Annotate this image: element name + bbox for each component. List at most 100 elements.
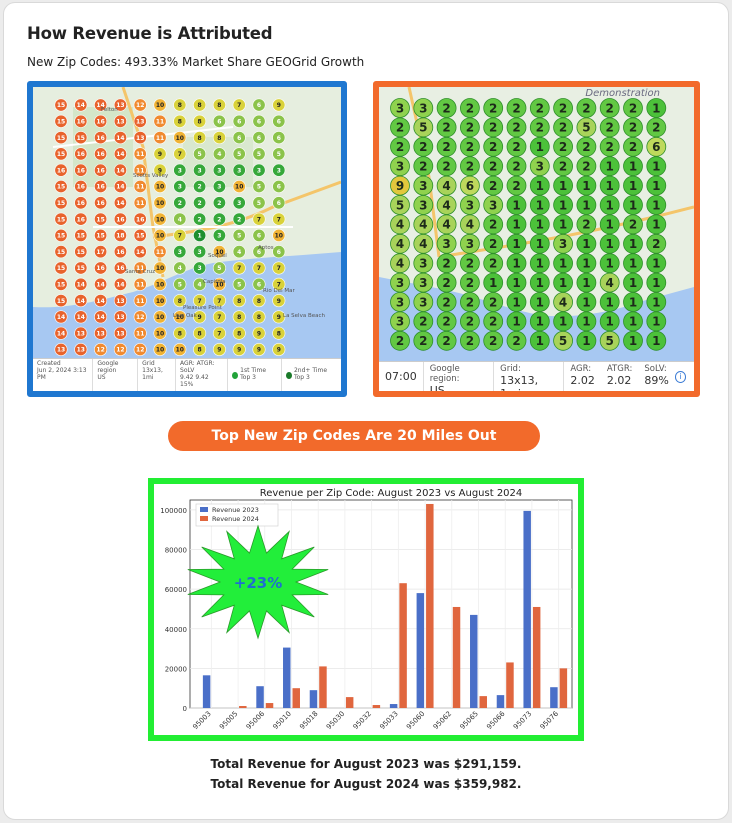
grid-pin[interactable]: 1 bbox=[529, 311, 550, 332]
grid-pin[interactable]: 1 bbox=[576, 195, 597, 215]
grid-pin[interactable]: 16 bbox=[74, 163, 88, 177]
grid-pin[interactable]: 9 bbox=[272, 294, 286, 308]
grid-pin[interactable]: 2 bbox=[413, 311, 434, 332]
grid-pin[interactable]: 8 bbox=[232, 310, 246, 324]
grid-pin[interactable]: 1 bbox=[576, 292, 597, 312]
grid-pin[interactable]: 2 bbox=[483, 292, 504, 312]
grid-pin[interactable]: 16 bbox=[94, 131, 108, 145]
grid-pin[interactable]: 6 bbox=[232, 131, 246, 145]
grid-pin[interactable]: 5 bbox=[232, 228, 246, 242]
grid-pin[interactable]: 1 bbox=[529, 233, 550, 254]
grid-pin[interactable]: 16 bbox=[94, 261, 108, 275]
grid-pin[interactable]: 11 bbox=[133, 294, 147, 308]
grid-pin[interactable]: 2 bbox=[599, 136, 620, 157]
grid-pin[interactable]: 1 bbox=[529, 175, 550, 196]
grid-pin[interactable]: 2 bbox=[460, 253, 480, 274]
grid-pin[interactable]: 10 bbox=[153, 294, 167, 308]
grid-pin[interactable]: 16 bbox=[94, 147, 108, 161]
grid-pin[interactable]: 10 bbox=[153, 98, 167, 112]
grid-pin[interactable]: 6 bbox=[272, 180, 286, 194]
grid-pin[interactable]: 1 bbox=[646, 175, 667, 196]
grid-pin[interactable]: 7 bbox=[212, 310, 226, 324]
grid-pin[interactable]: 2 bbox=[413, 330, 434, 351]
grid-pin[interactable]: 17 bbox=[94, 245, 108, 259]
grid-pin[interactable]: 3 bbox=[173, 163, 187, 177]
grid-pin[interactable]: 1 bbox=[646, 156, 667, 177]
grid-pin[interactable]: 7 bbox=[272, 261, 286, 275]
grid-pin[interactable]: 3 bbox=[390, 272, 410, 293]
grid-pin[interactable]: 10 bbox=[212, 245, 226, 259]
grid-pin[interactable]: 13 bbox=[113, 294, 127, 308]
grid-pin[interactable]: 13 bbox=[74, 342, 88, 356]
grid-pin[interactable]: 8 bbox=[173, 114, 187, 128]
grid-pin[interactable]: 2 bbox=[483, 98, 504, 118]
grid-pin[interactable]: 11 bbox=[153, 131, 167, 145]
grid-pin[interactable]: 8 bbox=[252, 294, 266, 308]
grid-pin[interactable]: 14 bbox=[133, 245, 147, 259]
grid-pin[interactable]: 4 bbox=[599, 272, 620, 293]
grid-pin[interactable]: 1 bbox=[529, 292, 550, 312]
grid-pin[interactable]: 3 bbox=[460, 195, 480, 215]
grid-pin[interactable]: 2 bbox=[436, 330, 457, 351]
grid-pin[interactable]: 5 bbox=[212, 261, 226, 275]
grid-pin[interactable]: 6 bbox=[272, 245, 286, 259]
grid-pin[interactable]: 1 bbox=[576, 311, 597, 332]
grid-pin[interactable]: 2 bbox=[232, 212, 246, 226]
grid-pin[interactable]: 3 bbox=[232, 163, 246, 177]
grid-pin[interactable]: 14 bbox=[94, 310, 108, 324]
grid-pin[interactable]: 2 bbox=[553, 136, 574, 157]
grid-pin[interactable]: 4 bbox=[232, 245, 246, 259]
grid-pin[interactable]: 15 bbox=[94, 228, 108, 242]
grid-pin[interactable]: 2 bbox=[460, 156, 480, 177]
grid-pin[interactable]: 1 bbox=[599, 233, 620, 254]
grid-pin[interactable]: 3 bbox=[193, 261, 207, 275]
grid-pin[interactable]: 15 bbox=[54, 294, 68, 308]
grid-pin[interactable]: 2 bbox=[576, 136, 597, 157]
grid-pin[interactable]: 1 bbox=[623, 175, 643, 196]
grid-pin[interactable]: 16 bbox=[113, 261, 127, 275]
grid-pin[interactable]: 13 bbox=[133, 131, 147, 145]
grid-pin[interactable]: 5 bbox=[599, 330, 620, 351]
grid-pin[interactable]: 9 bbox=[272, 98, 286, 112]
grid-pin[interactable]: 4 bbox=[390, 253, 410, 274]
grid-pin[interactable]: 2 bbox=[646, 117, 667, 138]
grid-pin[interactable]: 5 bbox=[390, 195, 410, 215]
grid-pin[interactable]: 2 bbox=[460, 292, 480, 312]
grid-pin[interactable]: 1 bbox=[576, 233, 597, 254]
grid-pin[interactable]: 4 bbox=[212, 147, 226, 161]
grid-pin[interactable]: 2 bbox=[506, 98, 527, 118]
grid-pin[interactable]: 14 bbox=[74, 98, 88, 112]
grid-pin[interactable]: 1 bbox=[506, 253, 527, 274]
grid-pin[interactable]: 16 bbox=[54, 163, 68, 177]
grid-pin[interactable]: 7 bbox=[173, 228, 187, 242]
grid-pin[interactable]: 11 bbox=[133, 147, 147, 161]
grid-pin[interactable]: 14 bbox=[94, 277, 108, 291]
grid-pin[interactable]: 5 bbox=[232, 147, 246, 161]
grid-pin[interactable]: 15 bbox=[54, 180, 68, 194]
grid-pin[interactable]: 6 bbox=[252, 277, 266, 291]
grid-pin[interactable]: 7 bbox=[272, 277, 286, 291]
grid-pin[interactable]: 1 bbox=[646, 330, 667, 351]
grid-pin[interactable]: 2 bbox=[623, 117, 643, 138]
grid-pin[interactable]: 10 bbox=[173, 310, 187, 324]
grid-pin[interactable]: 3 bbox=[252, 163, 266, 177]
grid-pin[interactable]: 2 bbox=[483, 117, 504, 138]
grid-pin[interactable]: 10 bbox=[232, 180, 246, 194]
grid-pin[interactable]: 7 bbox=[212, 326, 226, 340]
grid-pin[interactable]: 3 bbox=[212, 180, 226, 194]
grid-pin[interactable]: 15 bbox=[54, 114, 68, 128]
grid-pin[interactable]: 3 bbox=[483, 195, 504, 215]
grid-pin[interactable]: 15 bbox=[54, 212, 68, 226]
grid-pin[interactable]: 3 bbox=[413, 253, 434, 274]
grid-pin[interactable]: 2 bbox=[390, 136, 410, 157]
grid-pin[interactable]: 2 bbox=[483, 253, 504, 274]
grid-pin[interactable]: 15 bbox=[74, 228, 88, 242]
grid-pin[interactable]: 10 bbox=[153, 326, 167, 340]
grid-pin[interactable]: 5 bbox=[413, 117, 434, 138]
grid-pin[interactable]: 15 bbox=[74, 131, 88, 145]
grid-pin[interactable]: 4 bbox=[390, 233, 410, 254]
grid-pin[interactable]: 1 bbox=[529, 253, 550, 274]
grid-pin[interactable]: 16 bbox=[74, 180, 88, 194]
grid-pin[interactable]: 13 bbox=[113, 114, 127, 128]
grid-pin[interactable]: 2 bbox=[623, 136, 643, 157]
